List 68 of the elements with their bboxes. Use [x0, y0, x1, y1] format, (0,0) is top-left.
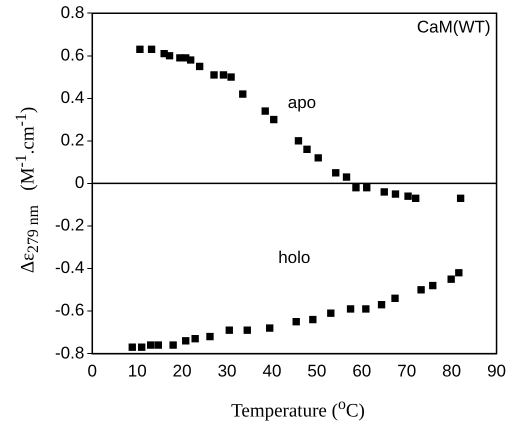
- point: [182, 337, 190, 345]
- point: [186, 56, 194, 64]
- x-tick-label: 10: [128, 361, 147, 380]
- point: [262, 107, 269, 115]
- point: [136, 46, 144, 54]
- point: [206, 332, 214, 340]
- point: [448, 275, 455, 283]
- x-tick-label: 40: [262, 361, 282, 380]
- x-tick-label: 80: [442, 361, 462, 380]
- point: [166, 52, 174, 60]
- point: [138, 344, 146, 351]
- x-tick-label: 20: [172, 361, 192, 380]
- point: [391, 294, 399, 302]
- point: [352, 184, 360, 192]
- point: [226, 326, 233, 334]
- point: [244, 326, 251, 334]
- point: [169, 341, 177, 349]
- point: [220, 71, 228, 79]
- x-tick-label: 90: [487, 361, 506, 380]
- point: [327, 309, 334, 317]
- text: holo: [278, 248, 310, 267]
- annotation: CaM(WT): [416, 17, 491, 36]
- point: [266, 324, 274, 332]
- point: [314, 154, 322, 162]
- point: [417, 286, 425, 294]
- point: [292, 318, 300, 326]
- point: [455, 269, 462, 276]
- point: [342, 173, 350, 181]
- x-axis-title: Temperature ($^{o}$C): [230, 396, 366, 422]
- point: [404, 192, 412, 200]
- point: [362, 305, 370, 313]
- y-tick-label: 0.4: [60, 88, 84, 107]
- point: [227, 73, 235, 81]
- y-tick-label: 0: [74, 173, 84, 192]
- point: [210, 71, 218, 79]
- x-tick-label: 60: [352, 361, 372, 380]
- series-label: apo: [288, 92, 316, 112]
- point: [303, 146, 311, 154]
- y-tick-label: -0.4: [54, 258, 84, 278]
- y-tick-label: -0.8: [54, 343, 84, 362]
- point: [309, 316, 317, 324]
- point: [239, 90, 246, 98]
- x-tick-label: 50: [307, 361, 326, 380]
- point: [412, 194, 420, 202]
- point: [294, 137, 302, 145]
- y-tick-label: -0.2: [54, 216, 84, 235]
- point: [270, 116, 278, 124]
- point: [147, 341, 154, 349]
- y-tick-label: 0.6: [60, 45, 84, 64]
- point: [363, 184, 370, 192]
- point: [346, 305, 354, 313]
- x-tick-label: 30: [218, 361, 237, 380]
- point: [378, 300, 386, 308]
- point: [456, 194, 464, 202]
- x-tick-label: 70: [397, 361, 416, 380]
- y-tick-label: -0.6: [54, 300, 84, 320]
- point: [392, 190, 400, 198]
- point: [196, 62, 204, 70]
- point: [148, 46, 156, 54]
- x-tick-label: 0: [88, 361, 98, 380]
- point: [128, 344, 136, 351]
- point: [429, 282, 436, 290]
- y-tick-label: 0.2: [60, 130, 84, 150]
- y-tick-label: 0.8: [60, 2, 84, 22]
- point: [154, 341, 162, 349]
- point: [380, 188, 388, 196]
- point: [191, 335, 199, 342]
- point: [332, 169, 340, 176]
